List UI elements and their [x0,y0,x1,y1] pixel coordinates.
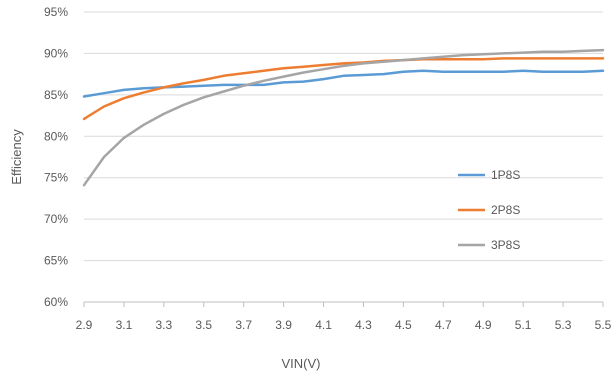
y-tick-label: 80% [44,129,68,143]
series-line-3p8s [82,48,605,187]
y-tick-label: 65% [44,254,68,268]
x-tick-label: 5.3 [555,318,572,332]
y-tick-label: 90% [44,46,68,60]
legend-label-1p8s: 1P8S [491,168,520,182]
x-axis-title: VIN(V) [282,356,321,371]
series-lines [82,48,605,187]
y-tick-label: 85% [44,88,68,102]
y-tick-label: 60% [44,295,68,309]
x-tick-label: 4.9 [475,318,492,332]
legend-label-2p8s: 2P8S [491,203,520,217]
x-tick-label: 3.1 [116,318,133,332]
x-tick-label: 4.5 [395,318,412,332]
y-tick-labels: 60% 65% 70% 75% 80% 85% 90% 95% [44,5,68,309]
x-tick-label: 2.9 [76,318,93,332]
y-tick-label: 70% [44,212,68,226]
x-tick-label: 3.7 [235,318,252,332]
x-tick-label: 4.1 [315,318,332,332]
x-tick-label: 4.7 [435,318,452,332]
series-line-2p8s [82,57,605,121]
legend-label-3p8s: 3P8S [491,238,520,252]
y-tick-label: 75% [44,171,68,185]
y-axis-title: Efficiency [9,129,24,185]
x-tick-label: 5.5 [595,318,612,332]
gridlines [84,11,603,262]
x-tick-label: 4.3 [355,318,372,332]
x-tick-label: 3.3 [156,318,173,332]
y-tick-label: 95% [44,5,68,19]
x-tick-label: 3.5 [195,318,212,332]
axes [83,301,604,307]
x-tick-label: 5.1 [515,318,532,332]
x-tick-label: 3.9 [275,318,292,332]
series-line-1p8s [82,69,605,98]
x-tick-labels: 2.9 3.1 3.3 3.5 3.7 3.9 4.1 4.3 4.5 4.7 4.9 5.1 5.3 5… [76,318,612,332]
legend: 1P8S 2P8S 3P8S [458,168,520,252]
